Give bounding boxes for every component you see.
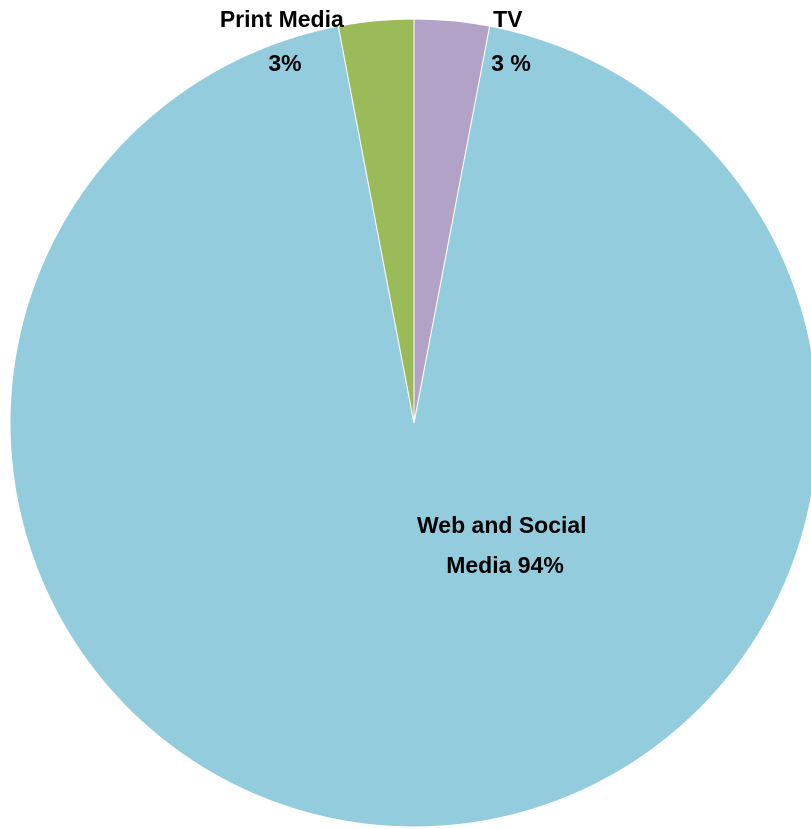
slice-label-print-media-value: 3% bbox=[268, 50, 301, 76]
slice-label-tv-value: 3 % bbox=[491, 50, 531, 76]
slice-label-tv-name: TV bbox=[493, 6, 523, 32]
pie-slice-print-media bbox=[337, 18, 415, 424]
pie-slices bbox=[9, 18, 811, 828]
slice-label-tv: TV 3 % bbox=[491, 6, 531, 76]
slice-label-print-media: Print Media 3% bbox=[220, 6, 350, 76]
slice-label-web-social-media: Web and Social Media 94% bbox=[417, 512, 593, 578]
slice-label-web-social-media-value: Media 94% bbox=[446, 552, 564, 578]
slice-label-web-social-media-name: Web and Social bbox=[417, 512, 587, 538]
pie-slice-web-and-social-media bbox=[9, 25, 811, 828]
pie-labels: TV 3 % Web and Social Media 94% Print Me… bbox=[220, 6, 593, 578]
slice-label-print-media-name: Print Media bbox=[220, 6, 344, 32]
